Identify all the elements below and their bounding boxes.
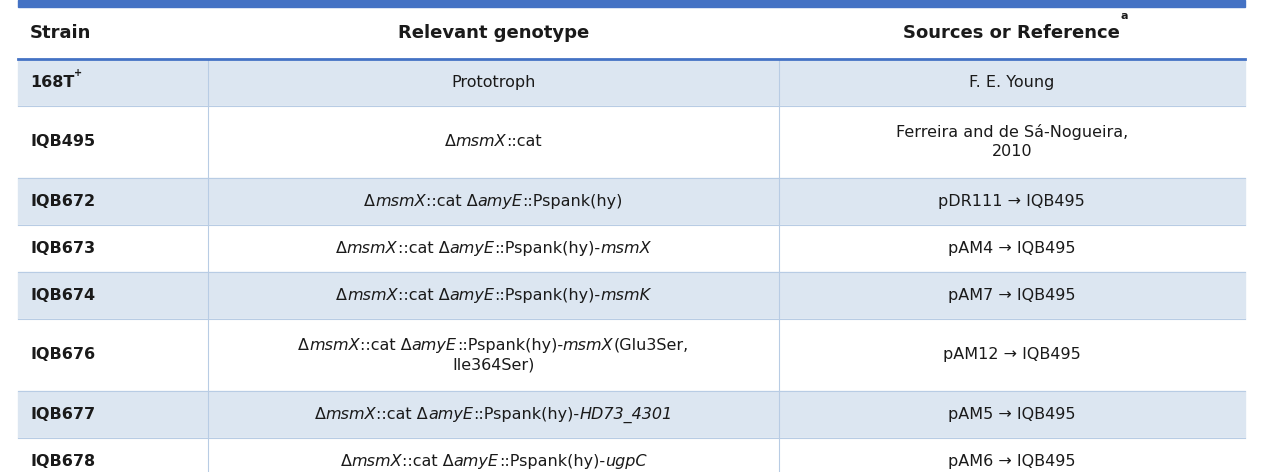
Text: ::Pspank(hy)-: ::Pspank(hy)- (494, 241, 600, 256)
Text: amyE: amyE (477, 194, 523, 209)
Text: ::cat Δ: ::cat Δ (398, 288, 450, 303)
Text: pAM7 → IQB495: pAM7 → IQB495 (949, 288, 1076, 303)
Text: Sources or Reference: Sources or Reference (903, 24, 1120, 42)
Text: 2010: 2010 (991, 144, 1032, 159)
Text: Δ: Δ (336, 288, 347, 303)
Text: Strain: Strain (30, 24, 91, 42)
Text: Δ: Δ (336, 241, 347, 256)
Text: msmX: msmX (309, 338, 360, 353)
Text: msmX: msmX (347, 288, 398, 303)
Text: IQB676: IQB676 (30, 347, 95, 362)
Text: Ferreira and de Sá-Nogueira,: Ferreira and de Sá-Nogueira, (895, 124, 1128, 140)
Text: +: + (75, 67, 82, 77)
Text: msmX: msmX (351, 454, 402, 469)
Text: IQB677: IQB677 (30, 407, 95, 422)
Text: msmX: msmX (375, 194, 426, 209)
Text: pAM5 → IQB495: pAM5 → IQB495 (949, 407, 1076, 422)
Text: msmX: msmX (456, 135, 506, 150)
Text: ::cat Δ: ::cat Δ (376, 407, 428, 422)
Bar (18, 178, 1245, 225)
Text: ::Pspank(hy)-: ::Pspank(hy)- (474, 407, 580, 422)
Text: IQB672: IQB672 (30, 194, 95, 209)
Text: ::Pspank(hy)-: ::Pspank(hy)- (495, 288, 601, 303)
Text: IQB674: IQB674 (30, 288, 95, 303)
Text: (Glu3Ser,: (Glu3Ser, (614, 338, 688, 353)
Text: IQB673: IQB673 (30, 241, 95, 256)
Text: msmX: msmX (347, 241, 398, 256)
Text: msmX: msmX (600, 241, 650, 256)
Text: Δ: Δ (341, 454, 351, 469)
Bar (18, 0, 1245, 7)
Text: amyE: amyE (453, 454, 499, 469)
Text: msmX: msmX (326, 407, 376, 422)
Text: Δ: Δ (314, 407, 326, 422)
Text: ::Pspank(hy)-: ::Pspank(hy)- (499, 454, 605, 469)
Text: ::cat Δ: ::cat Δ (360, 338, 412, 353)
Text: HD73_4301: HD73_4301 (580, 406, 672, 422)
Text: Δ: Δ (364, 194, 375, 209)
Text: ::cat: ::cat (506, 135, 542, 150)
Text: a: a (1120, 11, 1128, 21)
Text: Δ: Δ (445, 135, 456, 150)
Bar (18, 391, 1245, 438)
Text: ::Pspank(hy)-: ::Pspank(hy)- (457, 338, 563, 353)
Text: pDR111 → IQB495: pDR111 → IQB495 (938, 194, 1085, 209)
Text: pAM6 → IQB495: pAM6 → IQB495 (949, 454, 1076, 469)
Text: pAM4 → IQB495: pAM4 → IQB495 (949, 241, 1076, 256)
Bar (18, 225, 1245, 272)
Bar (18, 272, 1245, 319)
Text: 168T: 168T (30, 75, 75, 90)
Text: Ile364Ser): Ile364Ser) (452, 357, 534, 372)
Text: IQB678: IQB678 (30, 454, 95, 469)
Text: F. E. Young: F. E. Young (969, 75, 1055, 90)
Text: pAM12 → IQB495: pAM12 → IQB495 (943, 347, 1081, 362)
Text: amyE: amyE (450, 288, 495, 303)
Bar (18, 319, 1245, 391)
Text: ::Pspank(hy): ::Pspank(hy) (523, 194, 623, 209)
Bar (18, 106, 1245, 178)
Text: Prototroph: Prototroph (451, 75, 536, 90)
Bar (18, 7, 1245, 59)
Text: msmK: msmK (601, 288, 650, 303)
Text: ::cat Δ: ::cat Δ (398, 241, 450, 256)
Bar (18, 59, 1245, 106)
Text: amyE: amyE (428, 407, 474, 422)
Text: msmX: msmX (563, 338, 614, 353)
Text: Δ: Δ (298, 338, 309, 353)
Text: ::cat Δ: ::cat Δ (402, 454, 453, 469)
Text: amyE: amyE (412, 338, 457, 353)
Text: ::cat Δ: ::cat Δ (426, 194, 477, 209)
Text: amyE: amyE (450, 241, 494, 256)
Bar (18, 438, 1245, 472)
Text: Relevant genotype: Relevant genotype (398, 24, 589, 42)
Text: ugpC: ugpC (605, 454, 647, 469)
Text: IQB495: IQB495 (30, 135, 95, 150)
